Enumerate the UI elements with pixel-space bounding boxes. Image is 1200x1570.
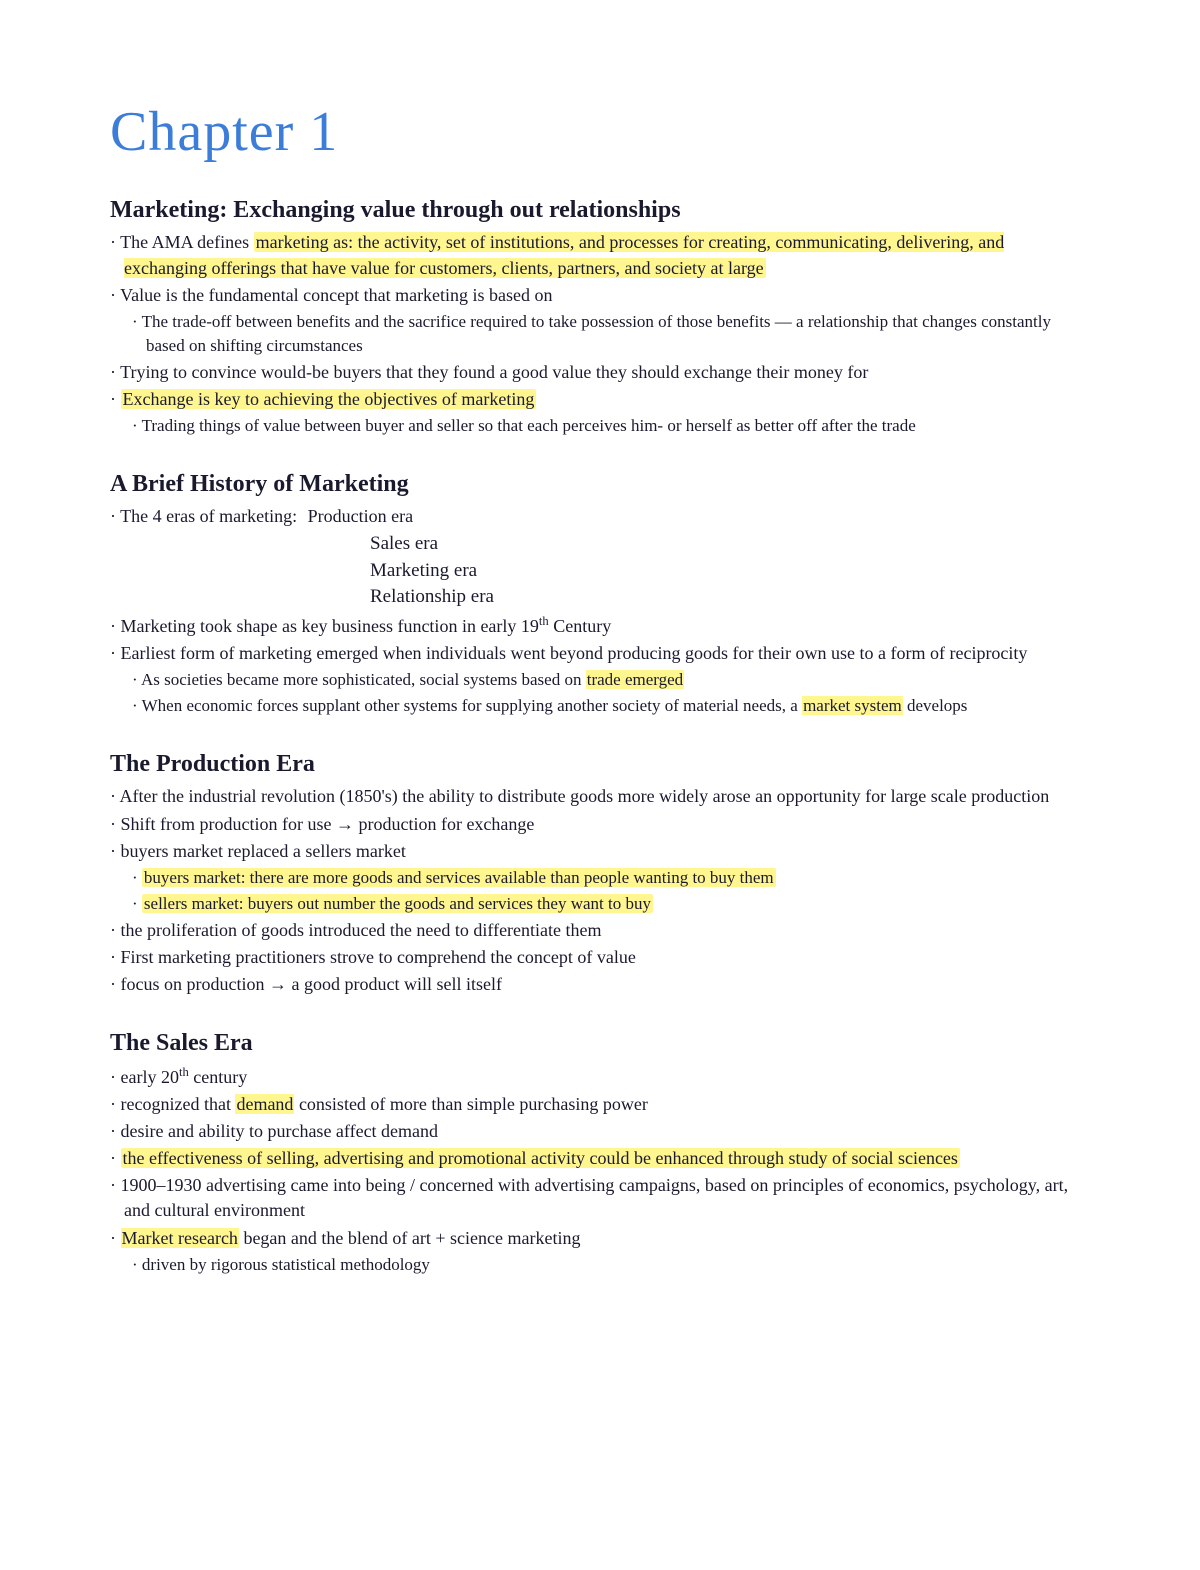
bullet-19th-century: Marketing took shape as key business fun… (110, 613, 1090, 639)
bullet-ama-definition: The AMA defines marketing as: the activi… (110, 230, 1090, 280)
text-fragment: develops (903, 696, 968, 715)
bullet-buyers-replaced-sellers: buyers market replaced a sellers market (110, 839, 1090, 864)
sub-bullet-trade-emerged: As societies became more sophisticated, … (110, 668, 1090, 692)
highlight-marketing-def: marketing as: the activity, set of insti… (124, 232, 1004, 277)
sub-bullet-market-system: When economic forces supplant other syst… (110, 694, 1090, 718)
sub-bullet-tradeoff: The trade-off between benefits and the s… (110, 310, 1090, 358)
text-fragment: Marketing took shape as key business fun… (121, 616, 539, 636)
bullet-industrial-rev: After the industrial revolution (1850's)… (110, 784, 1090, 809)
highlight-demand: demand (235, 1094, 294, 1114)
highlight-market-system: market system (802, 696, 903, 715)
bullet-demand-recognized: recognized that demand consisted of more… (110, 1092, 1090, 1117)
section-2-title: A Brief History of Marketing (110, 468, 1090, 500)
sub-bullet-trading: Trading things of value between buyer an… (110, 414, 1090, 438)
era-item: Relationship era (110, 584, 1090, 611)
bullet-first-practitioners: First marketing practitioners strove to … (110, 945, 1090, 970)
bullet-exchange-key: Exchange is key to achieving the objecti… (110, 387, 1090, 412)
bullet-shift-production: Shift from production for use → producti… (110, 812, 1090, 837)
highlight-trade-emerged: trade emerged (586, 670, 684, 689)
text-fragment: century (189, 1067, 247, 1087)
highlight-sellers-market: sellers market: buyers out number the go… (142, 894, 653, 913)
chapter-title: Chapter 1 (110, 100, 1090, 164)
sub-bullet-buyers-market: buyers market: there are more goods and … (110, 866, 1090, 890)
text-fragment: consisted of more than simple purchasing… (294, 1094, 647, 1114)
bullet-value-concept: Value is the fundamental concept that ma… (110, 283, 1090, 308)
bullet-earliest-marketing: Earliest form of marketing emerged when … (110, 641, 1090, 666)
sub-bullet-statistical: driven by rigorous statistical methodolo… (110, 1253, 1090, 1277)
notes-page: Chapter 1 Marketing: Exchanging value th… (0, 0, 1200, 1570)
bullet-20th-century: early 20th century (110, 1064, 1090, 1090)
text-fragment: recognized that (121, 1094, 236, 1114)
section-4-title: The Sales Era (110, 1027, 1090, 1059)
text-fragment: As societies became more sophisticated, … (141, 670, 586, 689)
bullet-1900-1930: 1900–1930 advertising came into being / … (110, 1173, 1090, 1223)
text-fragment: early 20 (121, 1067, 179, 1087)
highlight-buyers-market: buyers market: there are more goods and … (142, 868, 776, 887)
bullet-proliferation: the proliferation of goods introduced th… (110, 918, 1090, 943)
superscript-th: th (539, 614, 549, 628)
text-fragment: When economic forces supplant other syst… (142, 696, 802, 715)
section-1-title: Marketing: Exchanging value through out … (110, 194, 1090, 226)
bullet-4-eras: The 4 eras of marketing: Production era (110, 504, 1090, 529)
bullet-market-research: Market research began and the blend of a… (110, 1226, 1090, 1251)
sub-bullet-sellers-market: sellers market: buyers out number the go… (110, 892, 1090, 916)
text-fragment: The AMA defines (120, 232, 253, 252)
highlight-effectiveness: the effectiveness of selling, advertisin… (121, 1148, 960, 1168)
text-fragment: began and the blend of art + science mar… (239, 1228, 581, 1248)
text-fragment: The 4 eras of marketing: (120, 506, 297, 526)
section-3-title: The Production Era (110, 748, 1090, 780)
era-item: Sales era (110, 531, 1090, 558)
bullet-effectiveness-selling: the effectiveness of selling, advertisin… (110, 1146, 1090, 1171)
bullet-sell-itself: focus on production → a good product wil… (110, 972, 1090, 997)
bullet-desire-ability: desire and ability to purchase affect de… (110, 1119, 1090, 1144)
highlight-exchange: Exchange is key to achieving the objecti… (121, 389, 537, 409)
era-item: Marketing era (110, 558, 1090, 585)
superscript-th: th (179, 1065, 189, 1079)
text-fragment: Century (549, 616, 612, 636)
era-item: Production era (302, 506, 413, 526)
bullet-convince-buyers: Trying to convince would-be buyers that … (110, 360, 1090, 385)
highlight-market-research: Market research (121, 1228, 239, 1248)
